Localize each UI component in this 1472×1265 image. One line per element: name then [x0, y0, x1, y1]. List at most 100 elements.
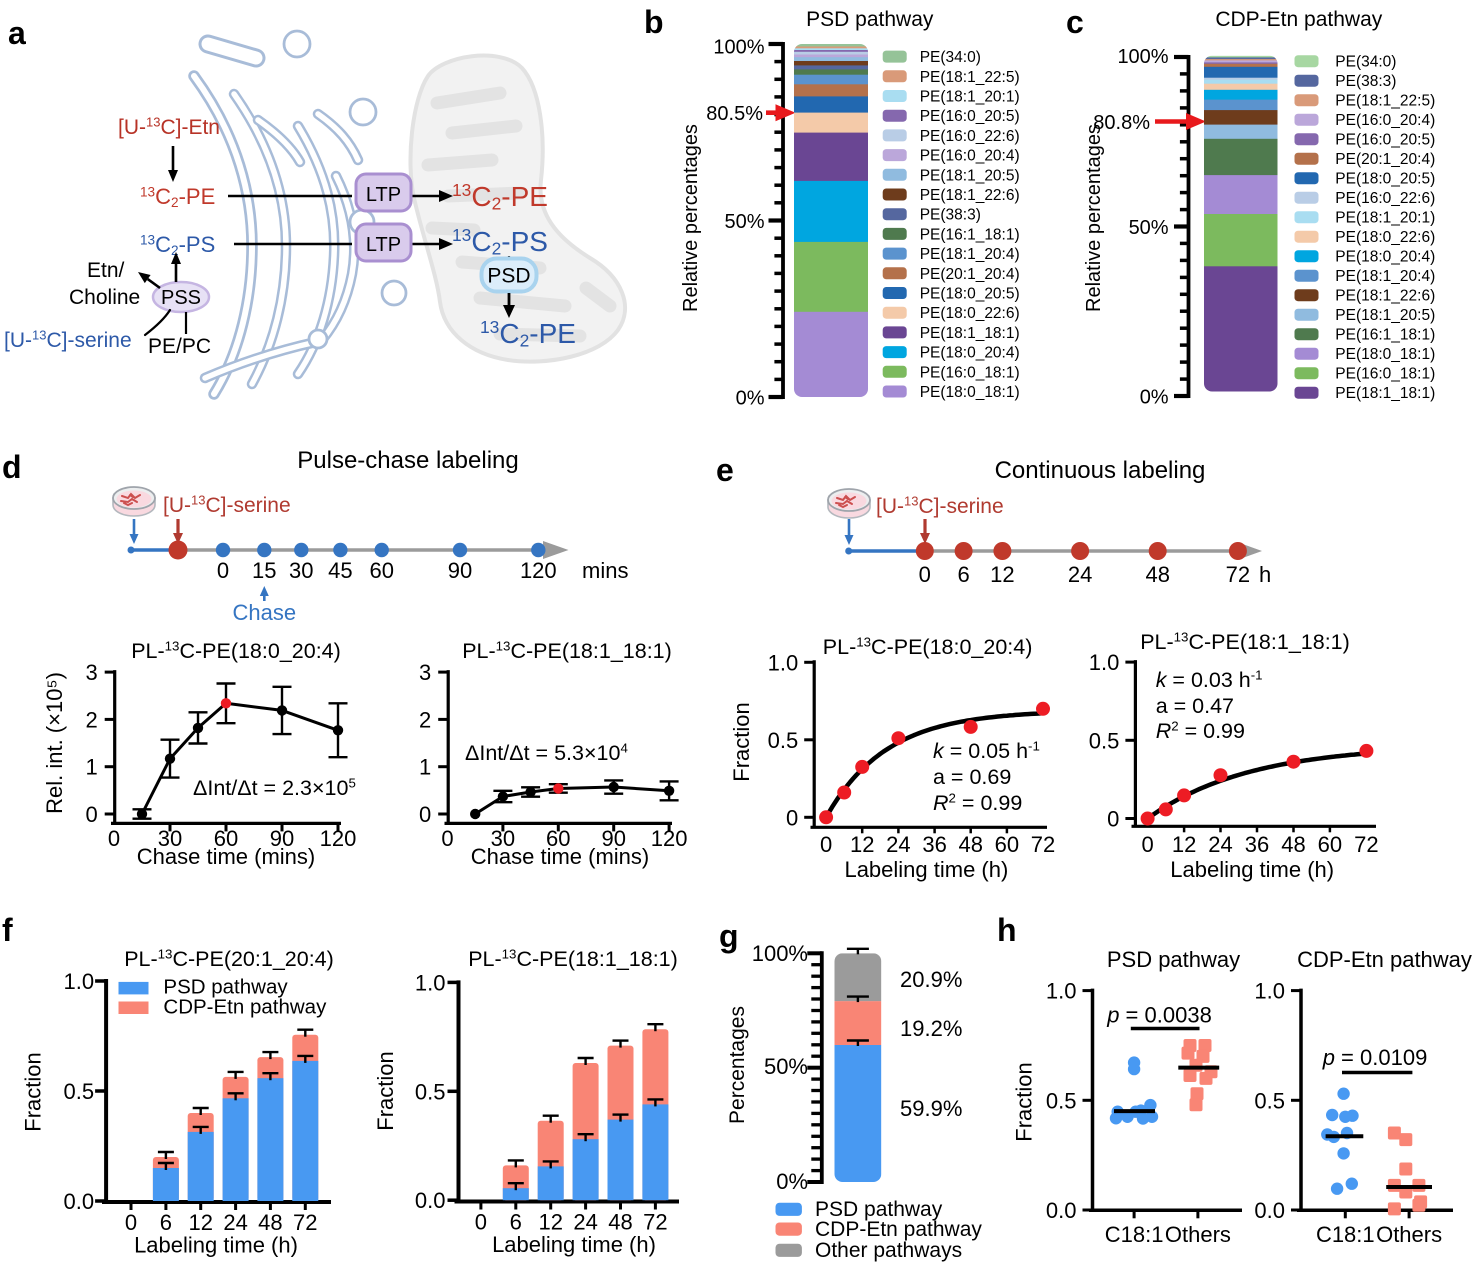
svg-text:2: 2 — [419, 707, 431, 732]
svg-text:90: 90 — [270, 826, 294, 851]
svg-text:90: 90 — [601, 826, 625, 851]
svg-text:Pulse-chase labeling: Pulse-chase labeling — [297, 447, 518, 474]
svg-text:PE(38:3): PE(38:3) — [1335, 73, 1396, 90]
svg-text:PE(16:0_18:1): PE(16:0_18:1) — [1335, 366, 1435, 383]
svg-text:a = 0.69: a = 0.69 — [933, 765, 1011, 789]
svg-text:CDP-Etn pathway: CDP-Etn pathway — [1215, 8, 1382, 31]
svg-text:100%: 100% — [713, 36, 764, 58]
svg-text:48: 48 — [258, 1210, 282, 1235]
svg-text:0: 0 — [475, 1210, 487, 1235]
svg-text:Rel. int. (×10⁵): Rel. int. (×10⁵) — [42, 672, 67, 814]
svg-text:0: 0 — [125, 1210, 137, 1235]
svg-text:PE(16:0_22:6): PE(16:0_22:6) — [1335, 190, 1435, 207]
svg-text:PE(18:1_20:4): PE(18:1_20:4) — [920, 246, 1020, 263]
svg-text:6: 6 — [957, 562, 969, 587]
svg-text:1.0: 1.0 — [415, 970, 446, 995]
svg-text:Etn/: Etn/ — [87, 259, 125, 282]
svg-text:PL-13C-PE(18:1_18:1): PL-13C-PE(18:1_18:1) — [1140, 630, 1350, 655]
svg-text:59.9%: 59.9% — [900, 1096, 962, 1121]
svg-text:120: 120 — [520, 558, 557, 583]
svg-text:PE(16:0_20:5): PE(16:0_20:5) — [920, 108, 1020, 125]
svg-text:PE(18:1_18:1): PE(18:1_18:1) — [920, 325, 1020, 342]
svg-text:120: 120 — [651, 826, 688, 851]
svg-text:72: 72 — [293, 1210, 317, 1235]
svg-text:g: g — [719, 918, 739, 954]
svg-text:60: 60 — [546, 826, 570, 851]
svg-text:PL-13C-PE(18:0_20:4): PL-13C-PE(18:0_20:4) — [823, 635, 1033, 660]
svg-text:PE(34:0): PE(34:0) — [920, 49, 981, 66]
svg-text:72: 72 — [1031, 832, 1055, 857]
svg-text:24: 24 — [886, 832, 910, 857]
svg-text:0: 0 — [919, 562, 931, 587]
svg-text:3: 3 — [85, 660, 97, 685]
svg-text:PE(18:0_20:4): PE(18:0_20:4) — [920, 345, 1020, 362]
svg-text:15: 15 — [252, 558, 276, 583]
svg-text:LTP: LTP — [366, 234, 401, 256]
svg-text:Relative percentages: Relative percentages — [1083, 124, 1105, 312]
svg-text:PE(18:1_20:4): PE(18:1_20:4) — [1335, 268, 1435, 285]
svg-text:PE(18:0_22:6): PE(18:0_22:6) — [1335, 229, 1435, 246]
svg-text:PSD pathway: PSD pathway — [163, 976, 288, 999]
svg-text:a: a — [8, 15, 26, 51]
svg-text:k = 0.03 h-1: k = 0.03 h-1 — [1156, 668, 1263, 693]
svg-text:CDP-Etn pathway: CDP-Etn pathway — [163, 996, 327, 1019]
svg-text:R2 = 0.99: R2 = 0.99 — [933, 791, 1022, 816]
svg-text:PE(18:1_22:6): PE(18:1_22:6) — [1335, 288, 1435, 305]
svg-text:48: 48 — [608, 1210, 632, 1235]
svg-text:2: 2 — [85, 707, 97, 732]
svg-text:100%: 100% — [752, 941, 808, 966]
svg-text:0: 0 — [441, 826, 453, 851]
svg-text:30: 30 — [158, 826, 182, 851]
svg-text:a = 0.47: a = 0.47 — [1156, 694, 1234, 718]
svg-text:PE(18:1_20:5): PE(18:1_20:5) — [1335, 307, 1435, 324]
svg-text:80.8%: 80.8% — [1093, 112, 1150, 134]
svg-text:72: 72 — [643, 1210, 667, 1235]
svg-text:Fraction: Fraction — [729, 702, 754, 781]
svg-text:12: 12 — [1172, 832, 1196, 857]
svg-text:e: e — [716, 452, 734, 488]
svg-text:45: 45 — [328, 558, 352, 583]
svg-text:100%: 100% — [1117, 46, 1168, 68]
svg-text:12: 12 — [990, 562, 1014, 587]
svg-text:0: 0 — [108, 826, 120, 851]
svg-text:19.2%: 19.2% — [900, 1016, 962, 1041]
svg-text:24: 24 — [223, 1210, 247, 1235]
svg-text:0: 0 — [786, 805, 798, 830]
svg-text:PE(18:0_20:5): PE(18:0_20:5) — [1335, 171, 1435, 188]
svg-text:PE(16:0_20:4): PE(16:0_20:4) — [1335, 112, 1435, 129]
svg-text:PSD pathway: PSD pathway — [815, 1198, 943, 1221]
svg-text:12: 12 — [188, 1210, 212, 1235]
svg-text:0.5: 0.5 — [415, 1079, 446, 1104]
svg-text:0: 0 — [419, 802, 431, 827]
svg-text:1.0: 1.0 — [1046, 979, 1077, 1004]
svg-text:0.0: 0.0 — [1254, 1198, 1285, 1223]
svg-text:PE(18:0_18:1): PE(18:0_18:1) — [1335, 346, 1435, 363]
svg-text:30: 30 — [289, 558, 313, 583]
svg-text:[U-13C]-serine: [U-13C]-serine — [4, 328, 132, 352]
svg-text:120: 120 — [320, 826, 357, 851]
svg-text:Other pathways: Other pathways — [815, 1239, 962, 1262]
svg-text:Fraction: Fraction — [21, 1052, 46, 1131]
svg-text:48: 48 — [1281, 832, 1305, 857]
svg-text:0.0: 0.0 — [64, 1189, 95, 1214]
svg-text:Percentages: Percentages — [726, 1006, 749, 1124]
svg-text:h: h — [997, 912, 1017, 948]
svg-text:0.5: 0.5 — [768, 728, 799, 753]
svg-text:PL-13C-PE(18:1_18:1): PL-13C-PE(18:1_18:1) — [462, 639, 672, 664]
svg-text:b: b — [644, 4, 664, 40]
svg-text:PE(18:1_18:1): PE(18:1_18:1) — [1335, 385, 1435, 402]
svg-text:24: 24 — [1208, 832, 1232, 857]
svg-text:Chase time (mins): Chase time (mins) — [471, 844, 649, 869]
svg-text:PE(18:1_22:5): PE(18:1_22:5) — [1335, 93, 1435, 110]
svg-text:PE(18:0_20:5): PE(18:0_20:5) — [920, 286, 1020, 303]
svg-text:PE(18:0_18:1): PE(18:0_18:1) — [920, 384, 1020, 401]
svg-text:Others: Others — [1165, 1222, 1231, 1247]
svg-text:Labeling time (h): Labeling time (h) — [492, 1232, 656, 1257]
svg-text:C18:1: C18:1 — [1105, 1222, 1164, 1247]
svg-text:36: 36 — [922, 832, 946, 857]
svg-text:[U-13C]-serine: [U-13C]-serine — [876, 494, 1004, 518]
svg-text:[U-13C]-Etn: [U-13C]-Etn — [118, 115, 220, 139]
svg-text:R2 = 0.99: R2 = 0.99 — [1156, 719, 1245, 744]
svg-text:Relative percentages: Relative percentages — [680, 124, 702, 312]
svg-text:1: 1 — [85, 755, 97, 780]
